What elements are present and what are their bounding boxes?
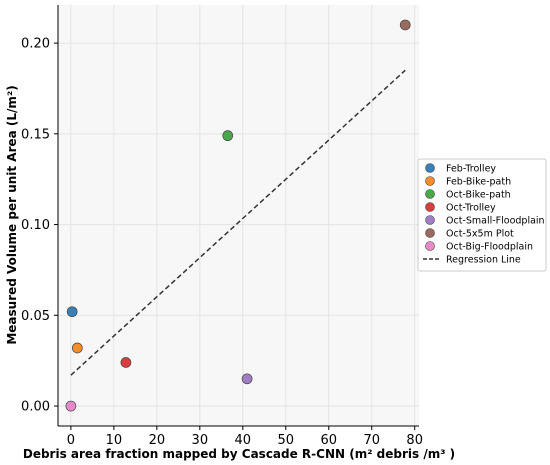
data-point-oct-small-floodplain xyxy=(241,373,253,385)
y-axis-label: Measured Volume per unit Area (L/m²) xyxy=(5,85,19,344)
x-axis-label: Debris area fraction mapped by Cascade R… xyxy=(23,447,455,461)
x-tick-label: 0 xyxy=(67,433,75,448)
legend-label: Feb-Trolley xyxy=(446,164,496,175)
legend-marker xyxy=(425,215,435,225)
legend-marker xyxy=(425,202,435,212)
x-tick-label: 80 xyxy=(406,433,423,448)
legend-label: Oct-Bike-path xyxy=(446,190,511,201)
legend-marker xyxy=(425,241,435,251)
data-point-oct-big-floodplain xyxy=(65,400,77,412)
y-tick-label: 0.15 xyxy=(21,127,50,142)
x-tick-label: 20 xyxy=(149,433,166,448)
plot-area xyxy=(58,5,419,426)
data-points xyxy=(65,19,411,412)
y-ticks: 0.00 0.05 0.10 0.15 0.20 xyxy=(21,37,58,415)
legend-marker xyxy=(425,176,435,186)
legend-label: Feb-Bike-path xyxy=(446,177,511,188)
legend-box xyxy=(417,158,547,272)
x-tick-label: 70 xyxy=(363,433,380,448)
y-tick-label: 0.05 xyxy=(21,309,50,324)
x-tick-label: 60 xyxy=(320,433,337,448)
regression-line-group xyxy=(70,69,406,376)
y-tick-label: 0.10 xyxy=(21,218,50,233)
y-tick-label: 0.00 xyxy=(21,400,50,415)
legend-label: Oct-Big-Floodplain xyxy=(446,242,533,253)
legend-label: Oct-Small-Floodplain xyxy=(446,216,545,227)
data-point-oct-5x5m-plot xyxy=(399,19,411,31)
data-point-oct-trolley xyxy=(120,357,132,368)
legend-label: Oct-5x5m Plot xyxy=(446,229,514,240)
x-tick-label: 30 xyxy=(192,433,209,448)
legend-marker xyxy=(425,189,435,199)
legend: Feb-Trolley Feb-Bike-path Oct-Bike-path Oct… xyxy=(417,158,547,272)
x-tick-label: 40 xyxy=(235,433,252,448)
legend-label: Regression Line xyxy=(446,255,521,266)
legend-marker xyxy=(425,163,435,173)
grid-lines xyxy=(58,5,419,426)
legend-marker xyxy=(425,228,435,238)
x-tick-label: 50 xyxy=(278,433,295,448)
regression-line xyxy=(70,69,406,376)
legend-label: Oct-Trolley xyxy=(446,203,496,214)
data-point-feb-trolley xyxy=(66,306,78,318)
x-ticks: 0 10 20 30 40 50 60 70 80 xyxy=(67,426,423,448)
data-point-feb-bike-path xyxy=(71,342,83,354)
y-tick-label: 0.20 xyxy=(21,37,50,52)
data-point-oct-bike-path xyxy=(222,130,234,142)
x-tick-label: 10 xyxy=(106,433,123,448)
